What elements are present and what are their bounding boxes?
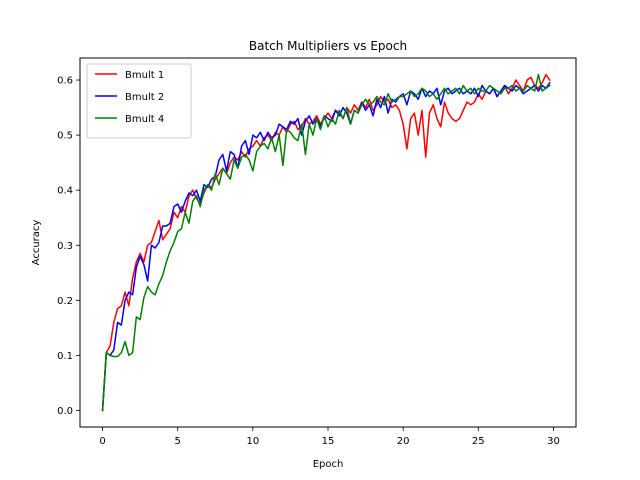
x-axis-ticks: 0 5 10 15 20 25 30 (99, 427, 560, 447)
legend: Bmult 1 Bmult 2 Bmult 4 (86, 63, 192, 139)
y-tick-label: 0.2 (57, 296, 73, 307)
y-tick-label: 0.6 (57, 76, 73, 87)
x-tick-label: 30 (547, 436, 560, 447)
y-tick-label: 0.5 (57, 131, 73, 142)
x-axis-label: Epoch (313, 459, 344, 470)
y-tick-label: 0.1 (57, 351, 73, 362)
x-tick-label: 20 (397, 436, 410, 447)
x-tick-label: 15 (322, 436, 335, 447)
plot-lines (101, 73, 551, 412)
x-tick-label: 0 (99, 436, 105, 447)
y-tick-label: 0.3 (57, 241, 73, 252)
series-line-1 (101, 73, 551, 412)
legend-box (86, 63, 192, 139)
x-tick-label: 10 (246, 436, 259, 447)
legend-label-1: Bmult 1 (125, 70, 164, 81)
x-tick-label: 25 (472, 436, 485, 447)
y-tick-label: 0.0 (57, 406, 73, 417)
chart-title: Batch Multipliers vs Epoch (249, 39, 407, 53)
series-line-3 (101, 73, 551, 412)
series-line-2 (101, 81, 551, 412)
x-tick-label: 5 (175, 436, 181, 447)
y-axis-label: Accuracy (31, 220, 42, 266)
y-axis-ticks: 0.0 0.1 0.2 0.3 0.4 0.5 0.6 (57, 76, 80, 417)
legend-label-2: Bmult 2 (125, 92, 164, 103)
y-tick-label: 0.4 (57, 186, 73, 197)
legend-label-3: Bmult 4 (125, 114, 164, 125)
